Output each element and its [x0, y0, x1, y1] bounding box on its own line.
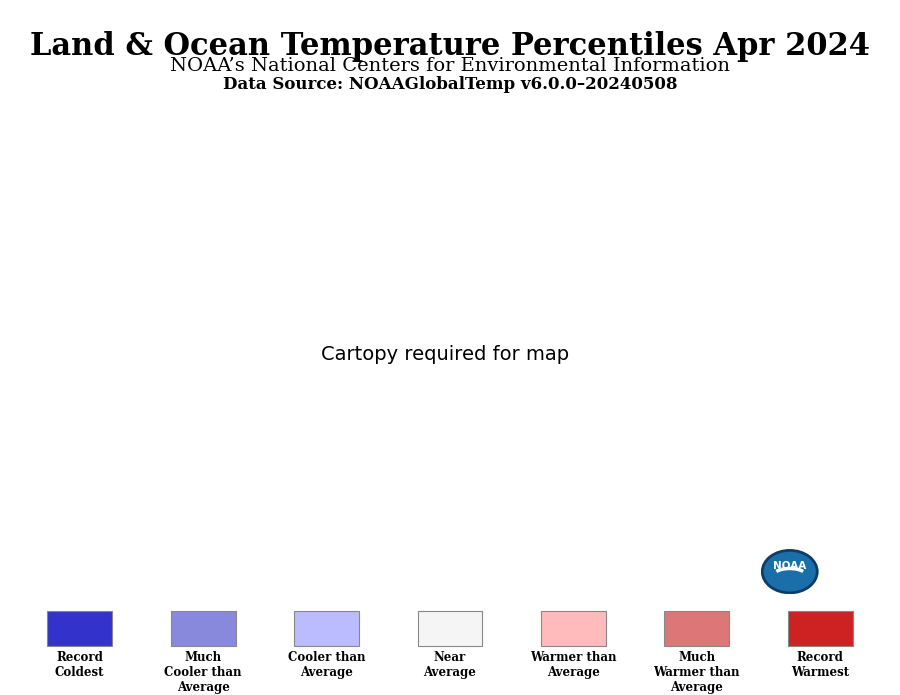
- Text: NOAA: NOAA: [773, 562, 806, 571]
- Text: Warmer than
Average: Warmer than Average: [530, 651, 617, 679]
- FancyBboxPatch shape: [664, 612, 729, 646]
- Text: Record
Warmest: Record Warmest: [791, 651, 850, 679]
- FancyBboxPatch shape: [541, 612, 606, 646]
- FancyBboxPatch shape: [171, 612, 236, 646]
- FancyBboxPatch shape: [418, 612, 482, 646]
- Text: Data Source: NOAAGlobalTemp v6.0.0–20240508: Data Source: NOAAGlobalTemp v6.0.0–20240…: [223, 76, 677, 93]
- Text: Record
Coldest: Record Coldest: [55, 651, 104, 679]
- Text: Much
Cooler than
Average: Much Cooler than Average: [165, 651, 242, 694]
- Text: Cooler than
Average: Cooler than Average: [288, 651, 365, 679]
- Text: Cartopy required for map: Cartopy required for map: [321, 345, 570, 364]
- FancyBboxPatch shape: [788, 612, 852, 646]
- FancyBboxPatch shape: [48, 612, 112, 646]
- Text: Near
Average: Near Average: [424, 651, 476, 679]
- FancyBboxPatch shape: [294, 612, 359, 646]
- Text: Much
Warmer than
Average: Much Warmer than Average: [653, 651, 740, 694]
- Text: NOAA’s National Centers for Environmental Information: NOAA’s National Centers for Environmenta…: [170, 57, 730, 75]
- Text: Land & Ocean Temperature Percentiles Apr 2024: Land & Ocean Temperature Percentiles Apr…: [30, 31, 870, 62]
- Circle shape: [762, 550, 817, 593]
